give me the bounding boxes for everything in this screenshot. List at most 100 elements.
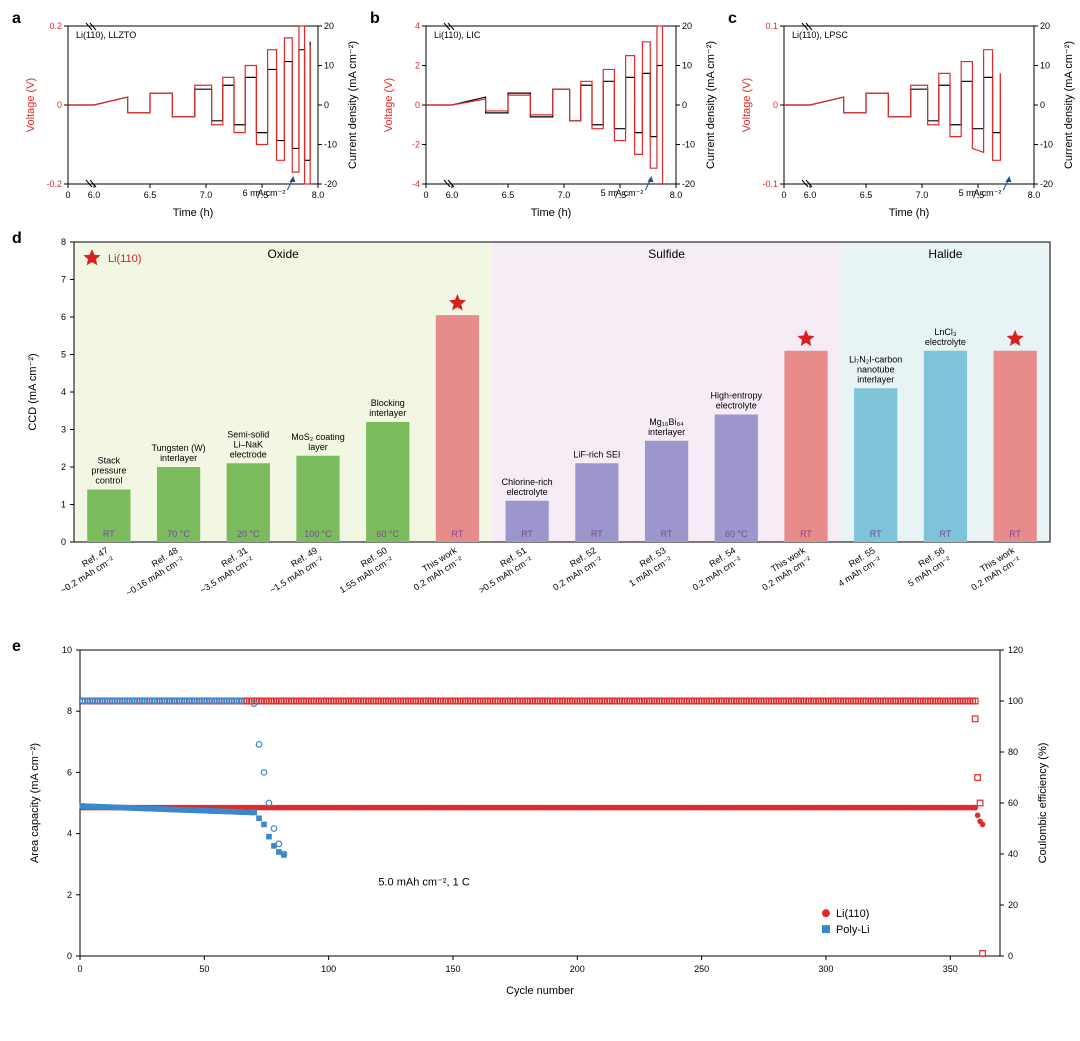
svg-text:Current density (mA cm⁻²): Current density (mA cm⁻²) <box>1063 41 1075 169</box>
svg-text:layer: layer <box>308 442 328 452</box>
svg-text:120: 120 <box>1008 645 1023 655</box>
svg-text:0: 0 <box>67 951 72 961</box>
svg-text:RT: RT <box>452 529 464 539</box>
svg-text:Time (h): Time (h) <box>173 207 214 219</box>
svg-text:Semi-solid: Semi-solid <box>227 429 269 439</box>
svg-text:Voltage (V): Voltage (V) <box>25 78 37 132</box>
svg-text:-4: -4 <box>412 179 420 189</box>
svg-text:Blocking: Blocking <box>371 398 405 408</box>
svg-text:RT: RT <box>870 529 882 539</box>
svg-text:8: 8 <box>61 237 66 247</box>
svg-text:Li(110): Li(110) <box>108 253 141 265</box>
panel-e-label: e <box>12 638 21 656</box>
svg-text:3: 3 <box>61 425 66 435</box>
svg-text:2: 2 <box>415 61 420 71</box>
svg-text:20: 20 <box>324 21 334 31</box>
svg-text:4: 4 <box>67 829 72 839</box>
svg-text:LnCl₃: LnCl₃ <box>934 327 957 337</box>
svg-text:0: 0 <box>65 190 70 200</box>
svg-text:Li–NaK: Li–NaK <box>234 439 264 449</box>
svg-text:interlayer: interlayer <box>857 374 894 384</box>
svg-text:60: 60 <box>1008 798 1018 808</box>
svg-text:CCD (mA cm⁻²): CCD (mA cm⁻²) <box>27 353 39 430</box>
svg-text:-2: -2 <box>412 140 420 150</box>
svg-text:5.0 mAh cm⁻², 1 C: 5.0 mAh cm⁻², 1 C <box>378 877 469 889</box>
svg-text:2: 2 <box>61 462 66 472</box>
svg-text:Oxide: Oxide <box>267 247 299 261</box>
svg-text:0: 0 <box>57 100 62 110</box>
svg-text:electrolyte: electrolyte <box>716 401 757 411</box>
svg-text:RT: RT <box>661 529 673 539</box>
svg-text:6: 6 <box>67 767 72 777</box>
svg-text:-20: -20 <box>1040 179 1053 189</box>
svg-text:10: 10 <box>682 61 692 71</box>
svg-text:-10: -10 <box>324 140 337 150</box>
svg-text:Cycle number: Cycle number <box>506 985 574 997</box>
svg-text:10: 10 <box>1040 61 1050 71</box>
svg-text:20 °C: 20 °C <box>237 529 260 539</box>
svg-text:RT: RT <box>591 529 603 539</box>
svg-text:interlayer: interlayer <box>369 408 406 418</box>
svg-text:300: 300 <box>818 964 833 974</box>
svg-text:200: 200 <box>570 964 585 974</box>
svg-text:350: 350 <box>943 964 958 974</box>
svg-text:0: 0 <box>682 100 687 110</box>
svg-text:20: 20 <box>1040 21 1050 31</box>
svg-text:Poly-Li: Poly-Li <box>836 924 870 936</box>
svg-text:-20: -20 <box>682 179 695 189</box>
panel-a-label: a <box>12 10 21 28</box>
svg-text:Coulombic efficiency (%): Coulombic efficiency (%) <box>1037 743 1049 864</box>
svg-text:8.0: 8.0 <box>1028 190 1041 200</box>
svg-text:100 °C: 100 °C <box>304 529 332 539</box>
svg-text:10: 10 <box>324 61 334 71</box>
svg-text:Li₇N₂I-carbon: Li₇N₂I-carbon <box>849 354 902 364</box>
svg-text:6.0: 6.0 <box>88 190 101 200</box>
svg-text:RT: RT <box>940 529 952 539</box>
svg-text:Current density (mA cm⁻²): Current density (mA cm⁻²) <box>347 41 359 169</box>
svg-text:Stack: Stack <box>98 456 121 466</box>
svg-text:Voltage (V): Voltage (V) <box>741 78 753 132</box>
svg-text:7: 7 <box>61 275 66 285</box>
svg-text:-10: -10 <box>682 140 695 150</box>
svg-text:0: 0 <box>781 190 786 200</box>
svg-text:0: 0 <box>1040 100 1045 110</box>
svg-text:5 mA cm⁻²: 5 mA cm⁻² <box>959 188 1002 198</box>
svg-text:6 mA cm⁻²: 6 mA cm⁻² <box>243 188 286 198</box>
svg-text:0.1: 0.1 <box>765 21 778 31</box>
svg-text:0: 0 <box>324 100 329 110</box>
svg-text:Tungsten (W): Tungsten (W) <box>151 443 205 453</box>
svg-text:8: 8 <box>67 706 72 716</box>
svg-text:RT: RT <box>521 529 533 539</box>
svg-text:70 °C: 70 °C <box>167 529 190 539</box>
svg-text:0: 0 <box>423 190 428 200</box>
svg-text:6.5: 6.5 <box>502 190 515 200</box>
panel-e: e 05010015020025030035002468100204060801… <box>20 640 1060 1000</box>
svg-text:Current density (mA cm⁻²): Current density (mA cm⁻²) <box>705 41 717 169</box>
svg-text:7.0: 7.0 <box>558 190 571 200</box>
panel-c-label: c <box>728 10 737 28</box>
svg-text:High-entropy: High-entropy <box>711 391 763 401</box>
svg-text:8.0: 8.0 <box>312 190 325 200</box>
svg-text:interlayer: interlayer <box>648 427 685 437</box>
svg-text:Li(110), LPSC: Li(110), LPSC <box>792 30 848 40</box>
svg-text:80: 80 <box>1008 747 1018 757</box>
svg-text:Voltage (V): Voltage (V) <box>383 78 395 132</box>
svg-text:6.0: 6.0 <box>804 190 817 200</box>
svg-text:LiF-rich SEI: LiF-rich SEI <box>573 449 620 459</box>
svg-text:-0.2: -0.2 <box>46 179 62 189</box>
svg-text:0: 0 <box>773 100 778 110</box>
svg-text:20: 20 <box>1008 900 1018 910</box>
svg-text:100: 100 <box>321 964 336 974</box>
svg-text:4: 4 <box>415 21 420 31</box>
svg-text:Li(110), LIC: Li(110), LIC <box>434 30 481 40</box>
svg-text:50: 50 <box>199 964 209 974</box>
svg-text:electrode: electrode <box>230 449 267 459</box>
svg-text:20: 20 <box>682 21 692 31</box>
svg-text:MoS₂ coating: MoS₂ coating <box>291 432 345 442</box>
svg-text:7.0: 7.0 <box>200 190 213 200</box>
svg-text:0: 0 <box>61 537 66 547</box>
svg-text:6.5: 6.5 <box>860 190 873 200</box>
svg-text:5 mA cm⁻²: 5 mA cm⁻² <box>601 188 644 198</box>
svg-text:0: 0 <box>1008 951 1013 961</box>
svg-text:Halide: Halide <box>928 247 962 261</box>
